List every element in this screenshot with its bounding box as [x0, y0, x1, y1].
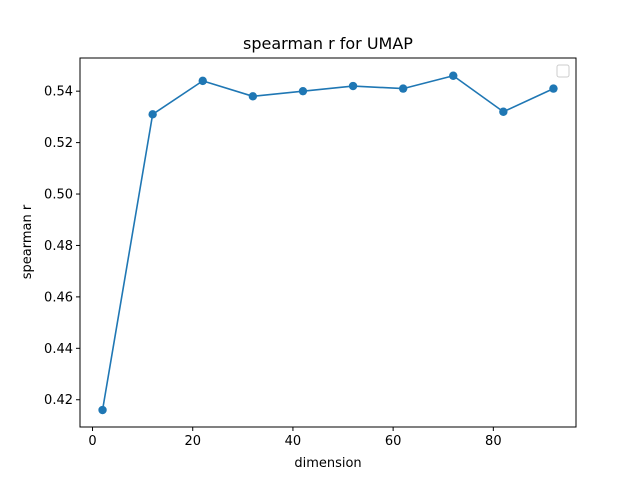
- series-layer: [98, 71, 558, 415]
- y-axis: 0.42 0.44 0.46 0.48 0.50 0.52 0.54: [44, 85, 80, 408]
- plot-frame: [79, 57, 577, 428]
- y-tick-label: 0.46: [44, 290, 73, 305]
- series-line: [101, 74, 554, 411]
- x-axis-label: dimension: [294, 456, 361, 471]
- y-tick-label: 0.52: [44, 136, 73, 151]
- data-point: [98, 405, 107, 415]
- x-axis: 0 20 40 60 80: [88, 427, 502, 449]
- x-tick-label: 40: [285, 434, 302, 449]
- y-tick-label: 0.54: [44, 85, 73, 100]
- data-point: [449, 71, 458, 80]
- x-tick-label: 20: [184, 434, 201, 449]
- data-point: [198, 76, 207, 86]
- y-tick-label: 0.48: [44, 239, 73, 254]
- data-point: [398, 84, 408, 93]
- data-point: [348, 81, 358, 91]
- y-axis-label: spearman r: [20, 204, 35, 279]
- data-point: [499, 107, 508, 116]
- data-point: [549, 84, 558, 93]
- y-tick-label: 0.50: [44, 188, 73, 203]
- y-tick-label: 0.44: [44, 342, 73, 357]
- data-point: [298, 86, 308, 96]
- legend-box: [556, 64, 570, 78]
- chart-title: spearman r for UMAP: [243, 34, 413, 53]
- y-tick-label: 0.42: [44, 393, 73, 408]
- data-point: [248, 92, 258, 101]
- x-tick-label: 0: [88, 434, 96, 449]
- legend: [556, 64, 570, 78]
- x-tick-label: 80: [485, 434, 502, 449]
- data-point: [148, 110, 157, 119]
- plot-area: [80, 58, 576, 427]
- x-tick-label: 60: [385, 434, 402, 449]
